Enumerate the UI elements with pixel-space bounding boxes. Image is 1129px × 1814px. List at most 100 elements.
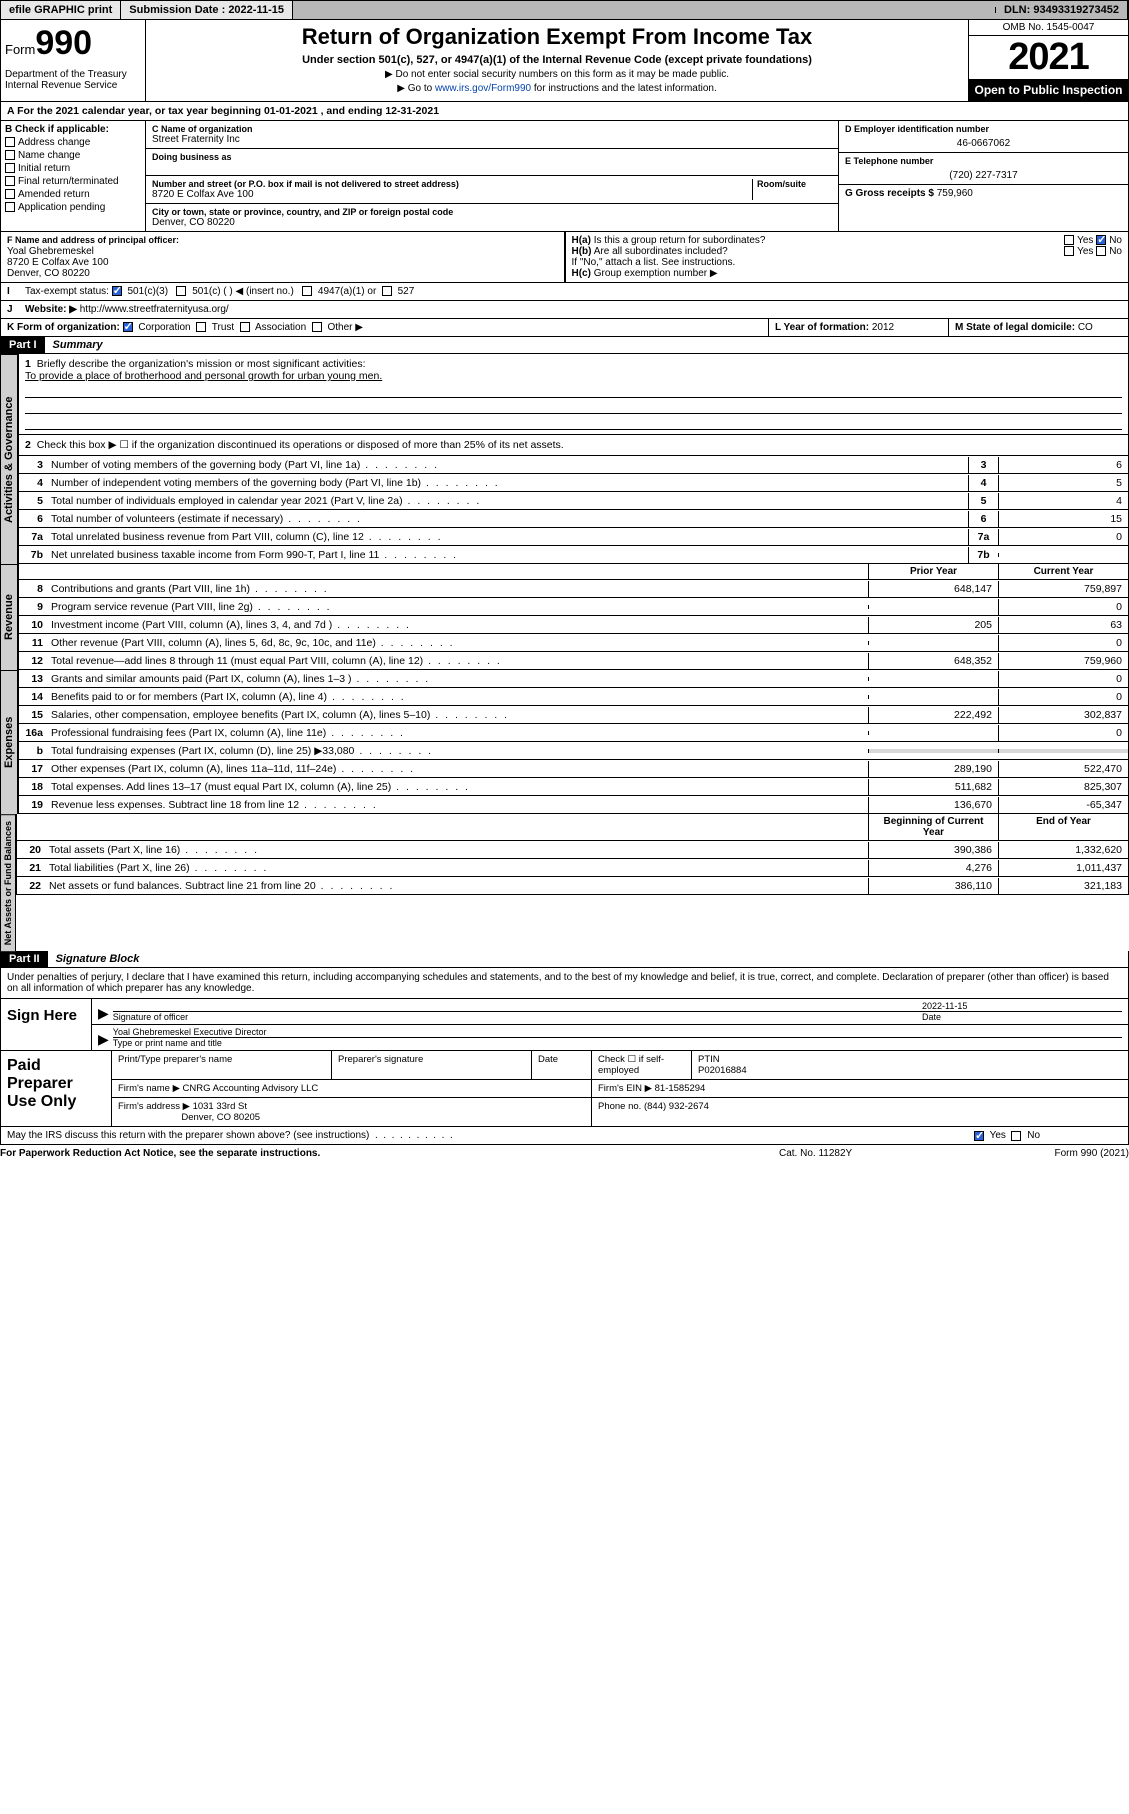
yearform-label: L Year of formation: (775, 322, 869, 333)
hb-yes[interactable] (1064, 246, 1074, 256)
domicile-value: CO (1078, 322, 1093, 333)
mission-text: To provide a place of brotherhood and pe… (25, 370, 382, 382)
gross-receipts-label: G Gross receipts $ (845, 188, 934, 199)
summary-line: 3Number of voting members of the governi… (18, 456, 1129, 474)
cat-number: Cat. No. 11282Y (779, 1148, 979, 1159)
checkB-option[interactable]: Amended return (5, 189, 141, 200)
col-current: Current Year (998, 564, 1128, 579)
paid-preparer-label: Paid Preparer Use Only (1, 1051, 111, 1126)
assoc-checkbox[interactable] (240, 322, 250, 332)
summary-line: 7aTotal unrelated business revenue from … (18, 528, 1129, 546)
firm-addr-label: Firm's address ▶ (118, 1101, 190, 1112)
dln-label: DLN: 93493319273452 (996, 1, 1128, 19)
checkB-option[interactable]: Name change (5, 150, 141, 161)
527-checkbox[interactable] (382, 286, 392, 296)
tab-revenue: Revenue (0, 564, 18, 670)
phone-value: (720) 227-7317 (845, 170, 1122, 181)
hc-label: Group exemption number ▶ (594, 268, 718, 279)
tax-status-label: Tax-exempt status: (25, 286, 109, 297)
sig-date-label: Date (922, 1012, 941, 1022)
summary-line: 11Other revenue (Part VIII, column (A), … (18, 634, 1129, 652)
form-header: Form990 Department of the Treasury Inter… (0, 20, 1129, 102)
prep-sig-hdr: Preparer's signature (332, 1051, 532, 1079)
summary-line: 7bNet unrelated business taxable income … (18, 546, 1129, 564)
discuss-yes[interactable] (974, 1131, 984, 1141)
501c-checkbox[interactable] (176, 286, 186, 296)
officer-name: Yoal Ghebremeskel (7, 246, 94, 257)
hb-no[interactable] (1096, 246, 1106, 256)
efile-print-button[interactable]: efile GRAPHIC print (1, 1, 121, 19)
firm-name-label: Firm's name ▶ (118, 1083, 180, 1094)
part1-title: Summary (45, 337, 111, 353)
firm-addr2: Denver, CO 80205 (181, 1112, 260, 1123)
open-inspection: Open to Public Inspection (969, 79, 1128, 101)
trust-checkbox[interactable] (196, 322, 206, 332)
sig-arrow2-icon: ▶ (98, 1031, 109, 1048)
omb-number: OMB No. 1545-0047 (969, 20, 1128, 36)
col-end: End of Year (998, 814, 1128, 840)
summary-line: 5Total number of individuals employed in… (18, 492, 1129, 510)
summary-line: bTotal fundraising expenses (Part IX, co… (18, 742, 1129, 760)
tax-period: A For the 2021 calendar year, or tax yea… (1, 102, 445, 120)
irs-link[interactable]: www.irs.gov/Form990 (435, 83, 531, 94)
discuss-label: May the IRS discuss this return with the… (1, 1127, 968, 1144)
summary-line: 6Total number of volunteers (estimate if… (18, 510, 1129, 528)
4947-checkbox[interactable] (302, 286, 312, 296)
formorg-label: K Form of organization: (7, 322, 120, 333)
summary-line: 16aProfessional fundraising fees (Part I… (18, 724, 1129, 742)
hb-note: If "No," attach a list. See instructions… (572, 257, 736, 268)
501c3-checkbox[interactable] (112, 286, 122, 296)
domicile-label: M State of legal domicile: (955, 322, 1075, 333)
prep-name-hdr: Print/Type preparer's name (112, 1051, 332, 1079)
officer-addr1: 8720 E Colfax Ave 100 (7, 257, 109, 268)
sig-officer-label: Signature of officer (113, 1012, 188, 1022)
firm-ein: 81-1585294 (655, 1083, 706, 1094)
summary-line: 15Salaries, other compensation, employee… (18, 706, 1129, 724)
checkB-option[interactable]: Application pending (5, 202, 141, 213)
checkB-option[interactable]: Address change (5, 137, 141, 148)
checkB-option[interactable]: Final return/terminated (5, 176, 141, 187)
yearform-value: 2012 (872, 322, 894, 333)
sig-date: 2022-11-15 (922, 1001, 967, 1011)
col-beginning: Beginning of Current Year (868, 814, 998, 840)
summary-line: 17Other expenses (Part IX, column (A), l… (18, 760, 1129, 778)
prep-date-hdr: Date (532, 1051, 592, 1079)
other-checkbox[interactable] (312, 322, 322, 332)
summary-line: 14Benefits paid to or for members (Part … (18, 688, 1129, 706)
part2-title: Signature Block (48, 951, 148, 967)
website-value: http://www.streetfraternityusa.org/ (80, 304, 229, 315)
firm-name: CNRG Accounting Advisory LLC (183, 1083, 319, 1094)
tab-governance: Activities & Governance (0, 354, 18, 564)
ptin-value: P02016884 (698, 1065, 747, 1076)
summary-line: 10Investment income (Part VIII, column (… (18, 616, 1129, 634)
ha-yes[interactable] (1064, 235, 1074, 245)
summary-line: 4Number of independent voting members of… (18, 474, 1129, 492)
phone-label: E Telephone number (845, 156, 1122, 166)
form-subtitle: Under section 501(c), 527, or 4947(a)(1)… (156, 54, 958, 66)
checkB-option[interactable]: Initial return (5, 163, 141, 174)
dept-treasury: Department of the Treasury Internal Reve… (5, 69, 141, 91)
ein-value: 46-0667062 (845, 138, 1122, 149)
form-title: Return of Organization Exempt From Incom… (156, 24, 958, 50)
summary-line: 12Total revenue—add lines 8 through 11 (… (18, 652, 1129, 670)
summary-line: 18Total expenses. Add lines 13–17 (must … (18, 778, 1129, 796)
submission-date-button[interactable]: Submission Date : 2022-11-15 (121, 1, 293, 19)
org-name-label: C Name of organization (152, 124, 832, 134)
hb-label: Are all subordinates included? (594, 246, 728, 257)
firm-ein-label: Firm's EIN ▶ (598, 1083, 652, 1094)
summary-line: 19Revenue less expenses. Subtract line 1… (18, 796, 1129, 814)
firm-phone-label: Phone no. (598, 1101, 641, 1112)
addr-label: Number and street (or P.O. box if mail i… (152, 179, 752, 189)
discuss-no[interactable] (1011, 1131, 1021, 1141)
tab-netassets: Net Assets or Fund Balances (0, 814, 16, 951)
firm-phone: (844) 932-2674 (644, 1101, 709, 1112)
summary-line: 8Contributions and grants (Part VIII, li… (18, 580, 1129, 598)
corp-checkbox[interactable] (123, 322, 133, 332)
ha-no[interactable] (1096, 235, 1106, 245)
summary-line: 13Grants and similar amounts paid (Part … (18, 670, 1129, 688)
officer-name-title: Yoal Ghebremeskel Executive Director (113, 1027, 267, 1037)
firm-addr1: 1031 33rd St (193, 1101, 247, 1112)
prep-selfemp-hdr: Check ☐ if self-employed (592, 1051, 692, 1079)
goto-note: ▶ Go to www.irs.gov/Form990 for instruct… (156, 83, 958, 94)
website-label: Website: ▶ (25, 304, 77, 315)
